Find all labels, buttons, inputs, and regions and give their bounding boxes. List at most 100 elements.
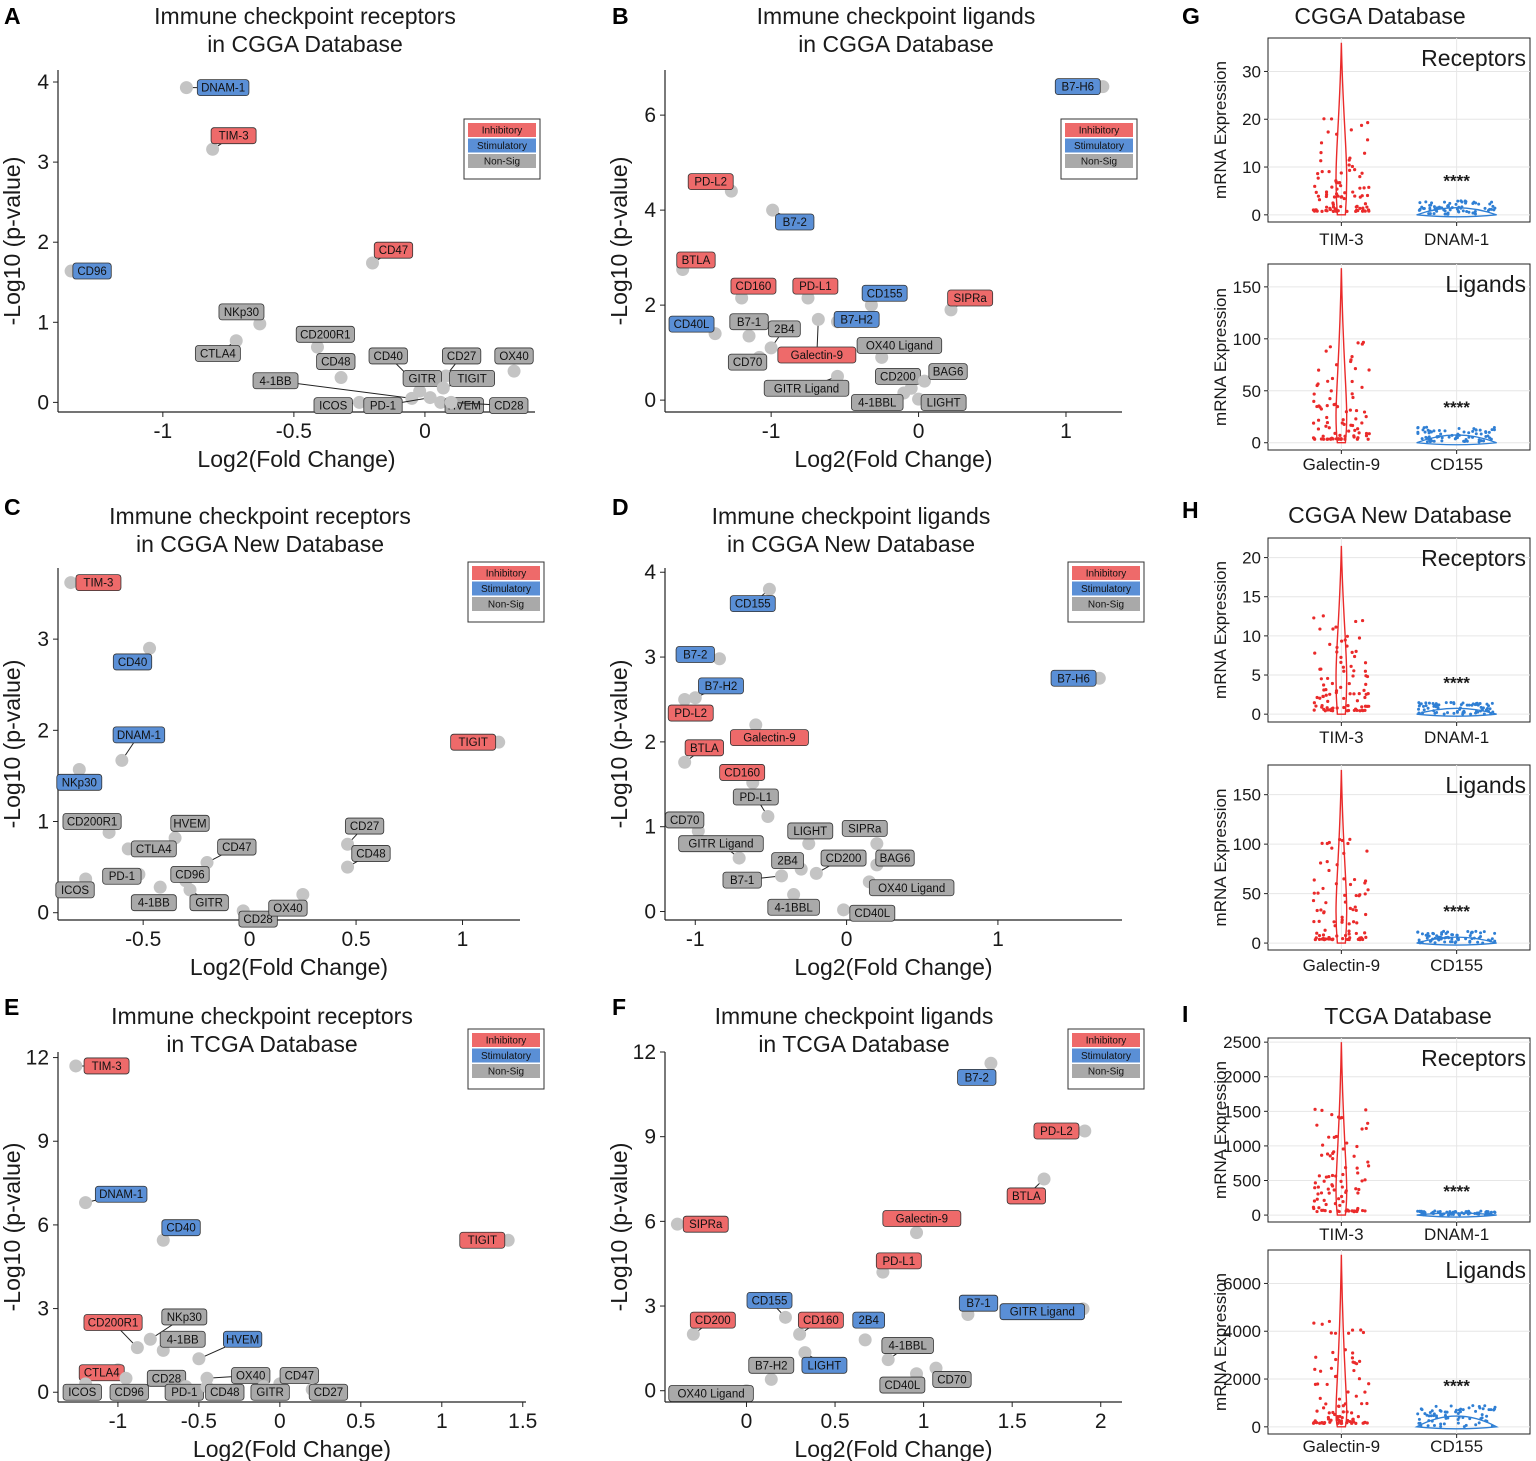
category-label: CD155 <box>1430 1437 1483 1456</box>
violin-point-left <box>1366 1164 1371 1168</box>
point-label-box <box>1033 1122 1080 1140</box>
violin-point-left <box>1326 676 1330 681</box>
point-label-box <box>450 733 497 751</box>
violin-point-right <box>1450 937 1454 941</box>
point-label: Galectin-9 <box>791 350 843 362</box>
violin-point-left <box>1312 392 1316 396</box>
violin-point-right <box>1466 1212 1470 1216</box>
violin-point-left <box>1327 936 1331 940</box>
point-label: CD155 <box>867 288 903 300</box>
violin-point-left <box>1340 838 1344 843</box>
violin-point-left <box>1325 420 1330 425</box>
y-tick-label: 12 <box>633 1041 656 1064</box>
point-label-box <box>83 1057 130 1075</box>
violin-point-left <box>1325 415 1329 420</box>
violin-point-left <box>1366 437 1370 441</box>
point-label-box <box>777 346 857 364</box>
x-tick-label: 1 <box>457 928 469 951</box>
category-label: CD155 <box>1430 455 1483 474</box>
data-point <box>764 341 778 355</box>
point-label-box <box>748 1356 795 1374</box>
plot-frame <box>1267 764 1531 951</box>
violin-point-left <box>1311 898 1316 903</box>
y-tick-label: 50 <box>1242 382 1261 401</box>
violin-point-left <box>1350 650 1354 654</box>
violin-point-left <box>1326 1187 1330 1191</box>
legend-swatch <box>472 1064 540 1078</box>
point-label: OX40 <box>236 1371 265 1383</box>
point-label-box <box>684 739 724 757</box>
violin-point-left <box>1362 151 1367 155</box>
violin-point-left <box>1353 1361 1357 1365</box>
violin-point-left <box>1364 1126 1368 1131</box>
point-label: PD-1 <box>370 401 396 413</box>
violin-point-left <box>1352 434 1356 438</box>
violin-point-right <box>1422 426 1426 430</box>
y-tick-label: 0 <box>1252 1418 1261 1437</box>
violin-point-left <box>1324 693 1328 697</box>
y-tick-label: 6 <box>644 1210 656 1233</box>
point-label: B7-1 <box>737 317 761 329</box>
point-label-box <box>55 881 95 899</box>
violin-point-right <box>1437 428 1441 432</box>
violin-point-left <box>1344 410 1349 414</box>
chart-title-line-2: in CGGA New Database <box>727 531 975 557</box>
violin-point-left <box>1317 198 1322 202</box>
violin-point-right <box>1456 938 1460 942</box>
violin-point-left <box>1362 688 1366 693</box>
violin-point-right <box>1483 1404 1487 1408</box>
point-label: OX40 <box>273 903 302 915</box>
violin-point-left <box>1345 937 1350 942</box>
violin-point-right <box>1428 939 1432 943</box>
violin-point-left <box>1357 1359 1362 1363</box>
data-point <box>678 755 692 769</box>
violin-point-left <box>1347 163 1351 167</box>
category-label: TIM-3 <box>1319 230 1363 249</box>
point-label: 4-1BBL <box>858 398 897 410</box>
violin-point-left <box>1328 207 1332 212</box>
point-label-box <box>252 372 299 390</box>
chart-title-line-1: Immune checkpoint receptors <box>154 3 456 29</box>
violin-point-left <box>1321 1143 1325 1147</box>
violin-point-left <box>1320 170 1324 174</box>
significance-stars: **** <box>1443 1376 1470 1395</box>
point-label-box <box>861 284 908 302</box>
violin-point-left <box>1362 209 1366 213</box>
violin-point-right <box>1443 940 1447 944</box>
legend: Inhibitory Stimulatory Non-Sig <box>463 118 541 180</box>
violin-point-right <box>1420 1209 1424 1213</box>
violin-point-left <box>1313 651 1317 655</box>
point-label-box <box>999 1303 1085 1321</box>
point-label: B7-H6 <box>1061 82 1094 94</box>
violin-point-left <box>1364 431 1369 436</box>
point-label: B7-H2 <box>705 681 738 693</box>
point-label: CD47 <box>222 842 251 854</box>
data-point <box>352 395 366 409</box>
violin-point-right <box>1476 940 1480 944</box>
violin-point-right <box>1479 1209 1483 1213</box>
violin-point-left <box>1347 932 1351 936</box>
point-label: LIGHT <box>927 398 961 410</box>
violin-point-left <box>1327 170 1331 174</box>
point-label: CTLA4 <box>84 1368 120 1380</box>
violin-point-right <box>1471 1404 1475 1408</box>
significance-stars: **** <box>1443 673 1470 692</box>
point-label-box <box>719 764 766 781</box>
point-label-box <box>164 1383 204 1401</box>
point-label: ICOS <box>68 1387 96 1399</box>
y-tick-label: 100 <box>1233 330 1261 349</box>
point-label-box <box>1050 669 1097 687</box>
violin-point-right <box>1450 206 1454 210</box>
point-label: PD-L2 <box>694 177 727 189</box>
violin-point-left <box>1343 933 1348 938</box>
violin-point-left <box>1341 1147 1345 1151</box>
violin-point-right <box>1416 930 1420 934</box>
y-axis-label: mRNA Expression <box>1211 561 1230 699</box>
point-label-box <box>698 677 744 695</box>
violin-point-left <box>1340 915 1344 919</box>
legend-label: Stimulatory <box>1074 141 1124 152</box>
violin-point-left <box>1364 912 1368 917</box>
data-point <box>712 652 726 666</box>
y-tick-label: 4 <box>37 71 49 94</box>
violin-point-left <box>1340 1116 1344 1120</box>
